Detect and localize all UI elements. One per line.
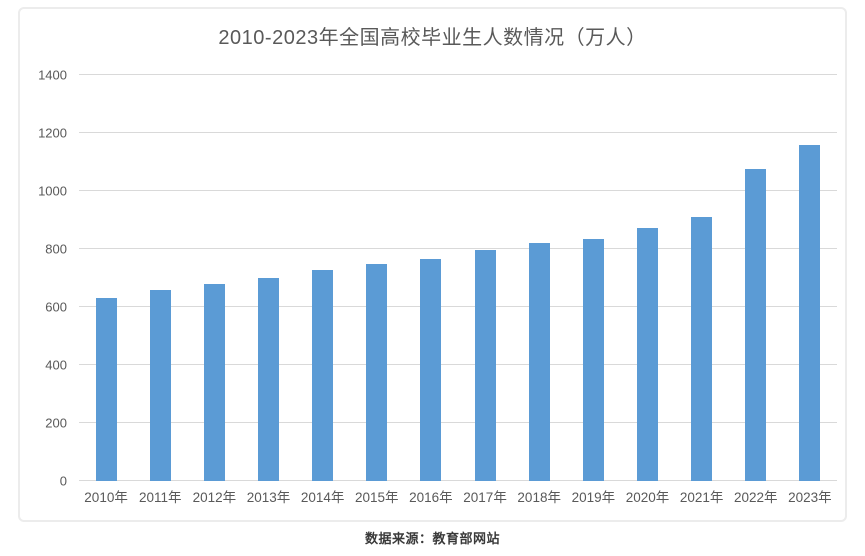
bar-slot bbox=[512, 75, 566, 481]
y-axis-tick-label: 1000 bbox=[38, 183, 67, 199]
y-axis-tick-label: 800 bbox=[45, 241, 67, 257]
bar-slot bbox=[783, 75, 837, 481]
gridline bbox=[79, 132, 837, 133]
bar-slot bbox=[458, 75, 512, 481]
gridline bbox=[79, 248, 837, 249]
bar-2021年 bbox=[691, 217, 713, 481]
source-caption: 数据来源：教育部网站 bbox=[364, 531, 500, 546]
bar-slot bbox=[566, 75, 620, 481]
bar-2022年 bbox=[745, 168, 767, 481]
gridline bbox=[79, 74, 837, 75]
bar-2013年 bbox=[257, 278, 279, 481]
bar-2014年 bbox=[312, 270, 334, 481]
bar-slot bbox=[350, 75, 404, 481]
x-axis-category-label: 2017年 bbox=[463, 490, 507, 505]
x-axis-category-label: 2022年 bbox=[733, 490, 778, 505]
bar-slot bbox=[675, 75, 729, 481]
x-axis-category-label: 2015年 bbox=[355, 490, 399, 505]
x-axis-category-label: 2018年 bbox=[517, 490, 561, 505]
gridline bbox=[79, 190, 837, 191]
y-axis-tick-label: 600 bbox=[45, 299, 67, 315]
chart-title: 2010-2023年全国高校毕业生人数情况（万人） bbox=[218, 27, 647, 49]
bar-slot bbox=[133, 75, 187, 481]
bar-2016年 bbox=[420, 259, 442, 481]
y-axis-tick-label: 1400 bbox=[38, 67, 67, 83]
bar-2012年 bbox=[203, 283, 225, 481]
bar-2020年 bbox=[636, 227, 658, 481]
bar-slot bbox=[241, 75, 295, 481]
bar-2023年 bbox=[799, 145, 821, 481]
bar-slot bbox=[79, 75, 133, 481]
y-axis-tick-label: 1200 bbox=[38, 125, 67, 141]
x-axis-category-label: 2016年 bbox=[409, 490, 453, 505]
x-axis-category-label: 2014年 bbox=[300, 490, 345, 505]
bar-2010年 bbox=[95, 298, 117, 481]
bar-2011年 bbox=[149, 289, 171, 481]
x-axis-category-label: 2013年 bbox=[246, 490, 291, 505]
bar-2015年 bbox=[366, 263, 388, 481]
gridline bbox=[79, 422, 837, 423]
x-axis-category-label: 2011年 bbox=[138, 490, 182, 505]
bar-slot bbox=[620, 75, 674, 481]
x-axis-category-label: 2021年 bbox=[679, 490, 724, 505]
x-axis-category-label: 2010年 bbox=[84, 490, 128, 505]
x-axis-category-label: 2012年 bbox=[192, 490, 237, 505]
y-axis-tick-label: 200 bbox=[45, 415, 67, 431]
x-axis: 2010年 2011年 2012年 2013年 2014年 2015年 2016年 2017年… bbox=[79, 486, 837, 506]
bar-slot bbox=[296, 75, 350, 481]
x-axis-category-label: 2020年 bbox=[625, 490, 670, 505]
gridline bbox=[79, 364, 837, 365]
bar-series bbox=[79, 75, 837, 481]
y-axis-tick-label: 400 bbox=[45, 357, 67, 373]
x-axis-category-label: 2023年 bbox=[788, 490, 832, 505]
bar-slot bbox=[404, 75, 458, 481]
bar-2018年 bbox=[528, 243, 550, 481]
y-axis: 0 200 400 600 800 1000 1200 1400 bbox=[20, 68, 69, 489]
chart-frame: 2010-2023年全国高校毕业生人数情况（万人） 0 200 400 600 800 1… bbox=[18, 7, 847, 522]
bar-slot bbox=[729, 75, 783, 481]
gridline bbox=[79, 306, 837, 307]
y-axis-tick-label: 0 bbox=[59, 473, 67, 489]
bar-2017年 bbox=[474, 250, 496, 481]
bar-2019年 bbox=[582, 239, 604, 481]
gridlines bbox=[79, 74, 837, 481]
x-axis-category-label: 2019年 bbox=[571, 490, 616, 505]
plot-area bbox=[79, 74, 837, 481]
gridline bbox=[79, 480, 837, 481]
bar-slot bbox=[187, 75, 241, 481]
